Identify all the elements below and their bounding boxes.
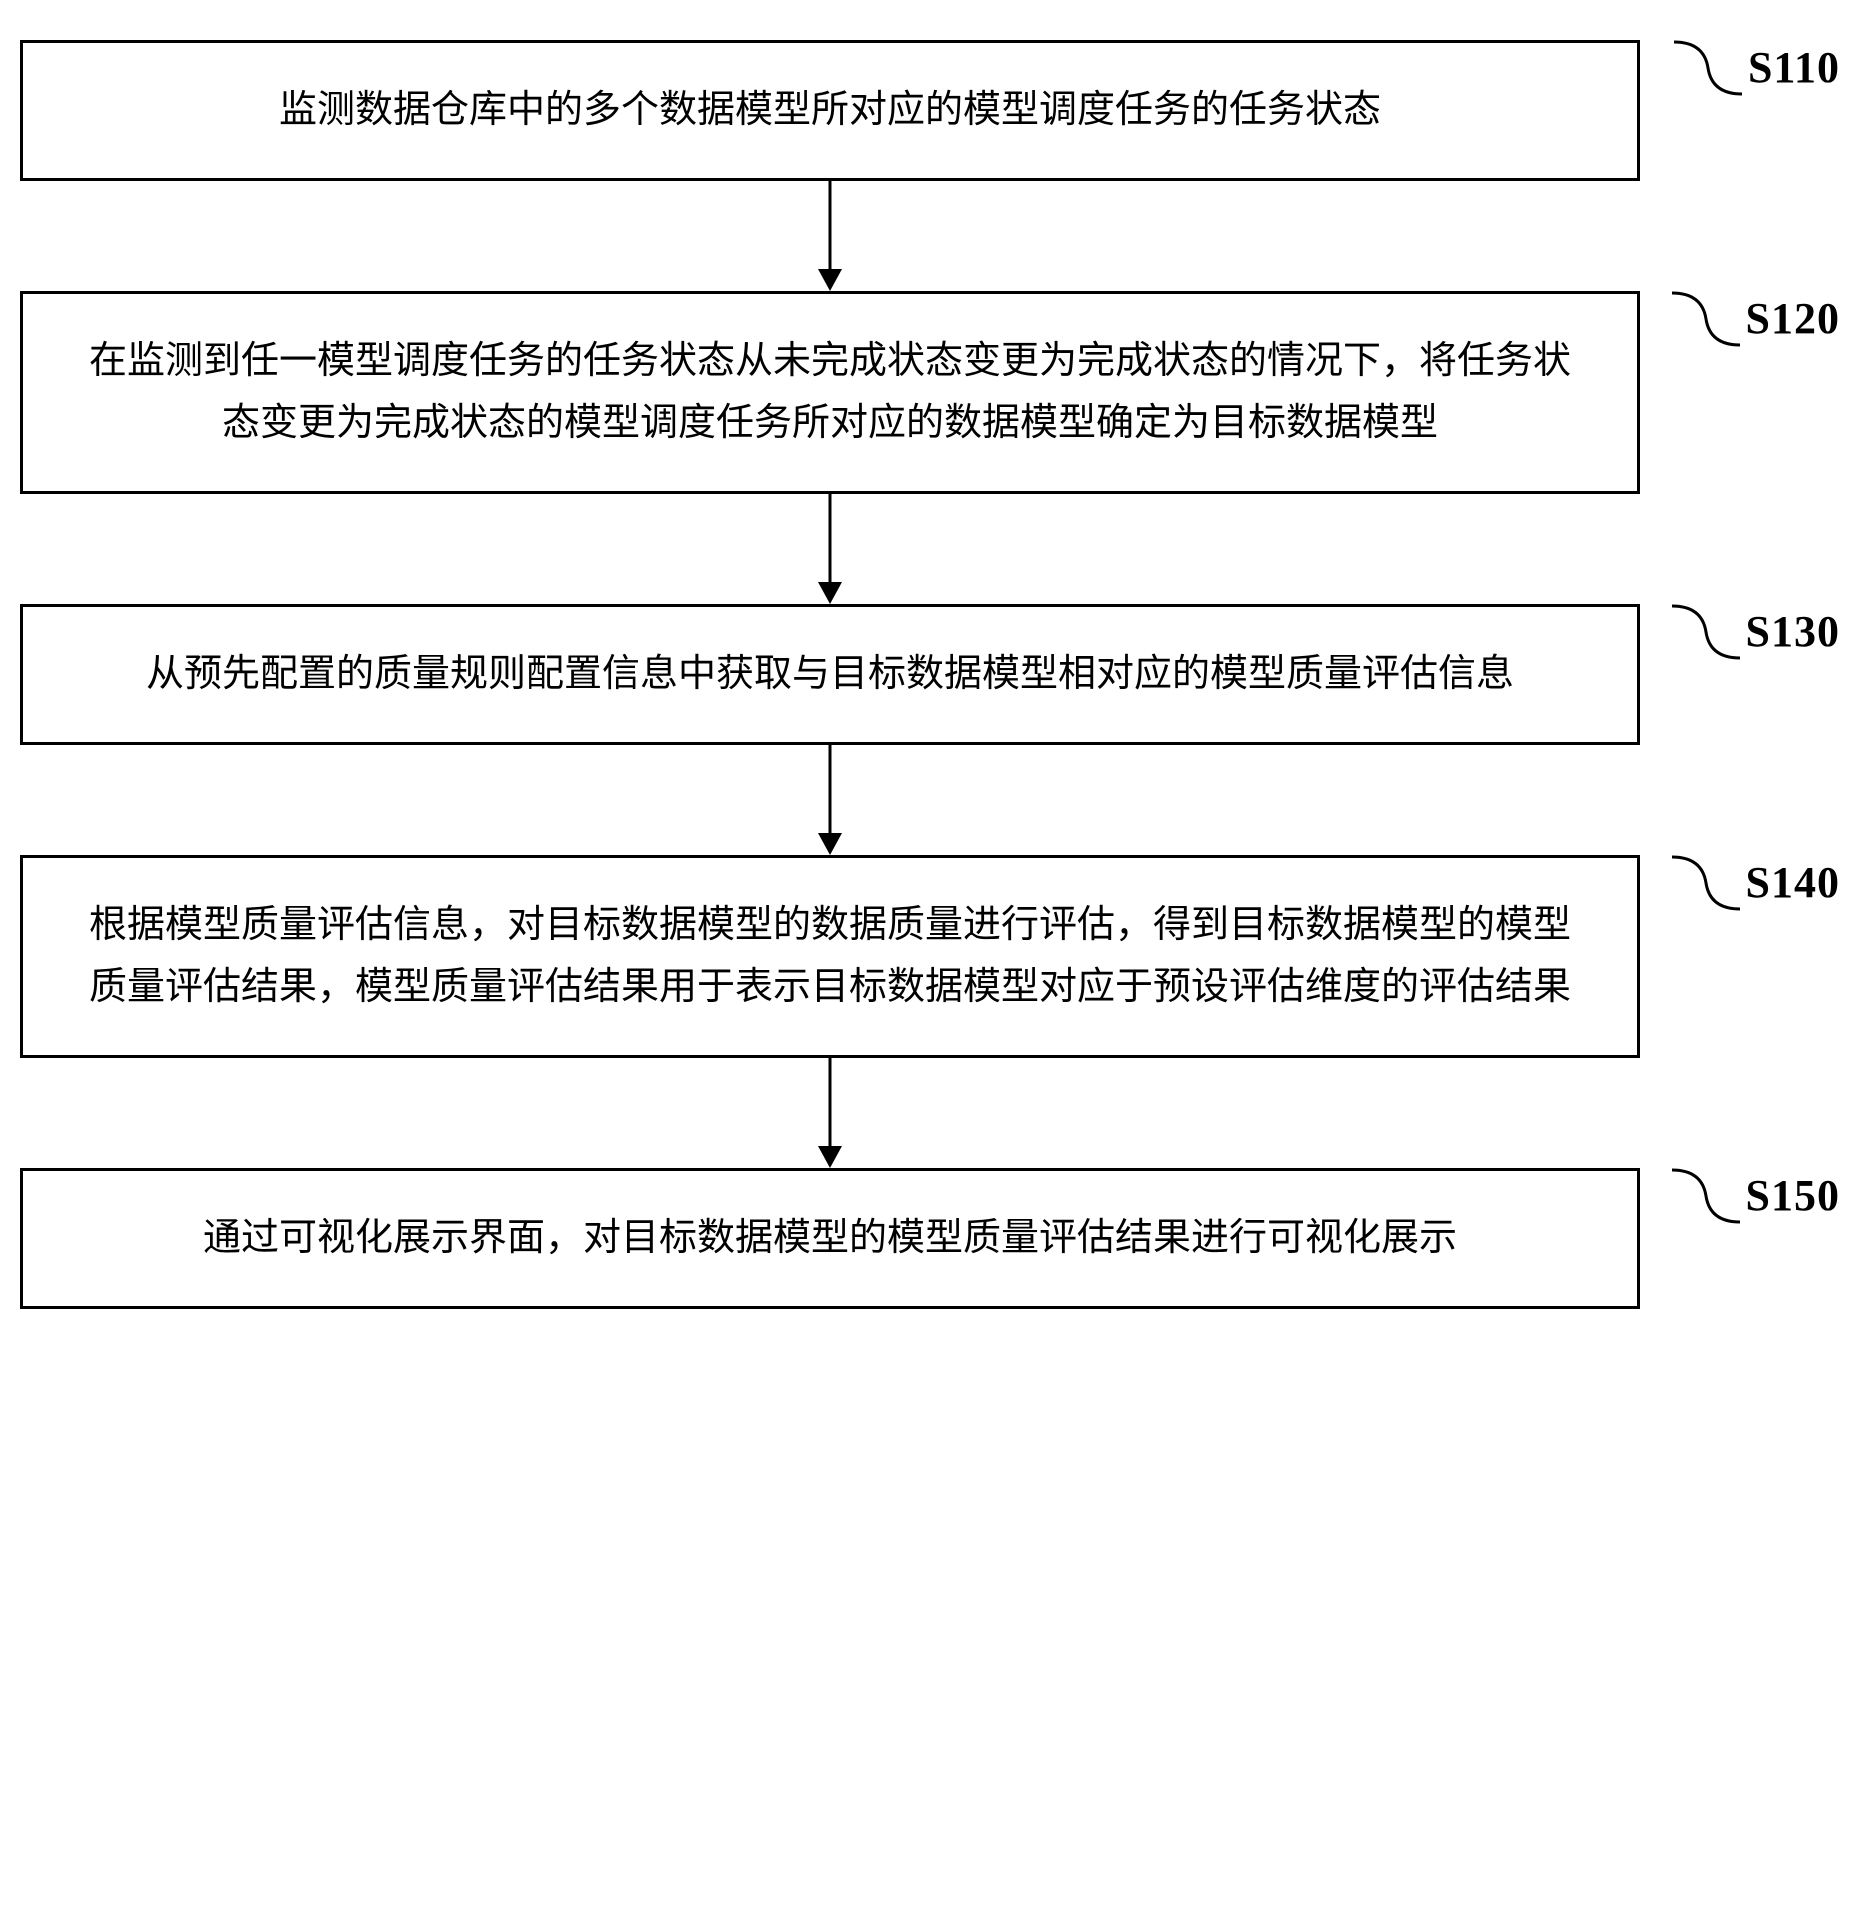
step-label-wrap: S140 <box>1640 855 1840 913</box>
flowchart-arrow <box>20 745 1856 855</box>
step-text: 监测数据仓库中的多个数据模型所对应的模型调度任务的任务状态 <box>279 79 1381 142</box>
arrow-down-icon <box>810 1058 850 1168</box>
step-label-wrap: S130 <box>1640 604 1840 662</box>
step-box: 监测数据仓库中的多个数据模型所对应的模型调度任务的任务状态 <box>20 40 1640 181</box>
flowchart-step: 从预先配置的质量规则配置信息中获取与目标数据模型相对应的模型质量评估信息 S13… <box>20 604 1856 745</box>
bracket-icon <box>1674 38 1744 98</box>
step-box: 从预先配置的质量规则配置信息中获取与目标数据模型相对应的模型质量评估信息 <box>20 604 1640 745</box>
flowchart-step: 通过可视化展示界面，对目标数据模型的模型质量评估结果进行可视化展示 S150 <box>20 1168 1856 1309</box>
arrow-down-icon <box>810 745 850 855</box>
step-box: 在监测到任一模型调度任务的任务状态从未完成状态变更为完成状态的情况下，将任务状态… <box>20 291 1640 494</box>
step-label: S110 <box>1744 42 1840 93</box>
step-text: 根据模型质量评估信息，对目标数据模型的数据质量进行评估，得到目标数据模型的模型质… <box>83 894 1577 1019</box>
step-text: 通过可视化展示界面，对目标数据模型的模型质量评估结果进行可视化展示 <box>203 1207 1457 1270</box>
step-label: S130 <box>1742 606 1840 657</box>
step-label: S150 <box>1742 1170 1840 1221</box>
step-text: 在监测到任一模型调度任务的任务状态从未完成状态变更为完成状态的情况下，将任务状态… <box>83 330 1577 455</box>
step-label-wrap: S120 <box>1640 291 1840 349</box>
bracket-icon <box>1672 602 1742 662</box>
flowchart-step: 监测数据仓库中的多个数据模型所对应的模型调度任务的任务状态 S110 <box>20 40 1856 181</box>
step-text: 从预先配置的质量规则配置信息中获取与目标数据模型相对应的模型质量评估信息 <box>146 643 1514 706</box>
bracket-icon <box>1672 289 1742 349</box>
step-box: 通过可视化展示界面，对目标数据模型的模型质量评估结果进行可视化展示 <box>20 1168 1640 1309</box>
bracket-icon <box>1672 853 1742 913</box>
step-label: S120 <box>1742 293 1840 344</box>
step-label: S140 <box>1742 857 1840 908</box>
flowchart-container: 监测数据仓库中的多个数据模型所对应的模型调度任务的任务状态 S110 在监测到任… <box>20 40 1856 1309</box>
flowchart-arrow <box>20 181 1856 291</box>
step-label-wrap: S110 <box>1640 40 1840 98</box>
arrow-down-icon <box>810 494 850 604</box>
step-label-wrap: S150 <box>1640 1168 1840 1226</box>
flowchart-arrow <box>20 1058 1856 1168</box>
flowchart-step: 在监测到任一模型调度任务的任务状态从未完成状态变更为完成状态的情况下，将任务状态… <box>20 291 1856 494</box>
arrow-down-icon <box>810 181 850 291</box>
bracket-icon <box>1672 1166 1742 1226</box>
flowchart-arrow <box>20 494 1856 604</box>
step-box: 根据模型质量评估信息，对目标数据模型的数据质量进行评估，得到目标数据模型的模型质… <box>20 855 1640 1058</box>
flowchart-step: 根据模型质量评估信息，对目标数据模型的数据质量进行评估，得到目标数据模型的模型质… <box>20 855 1856 1058</box>
